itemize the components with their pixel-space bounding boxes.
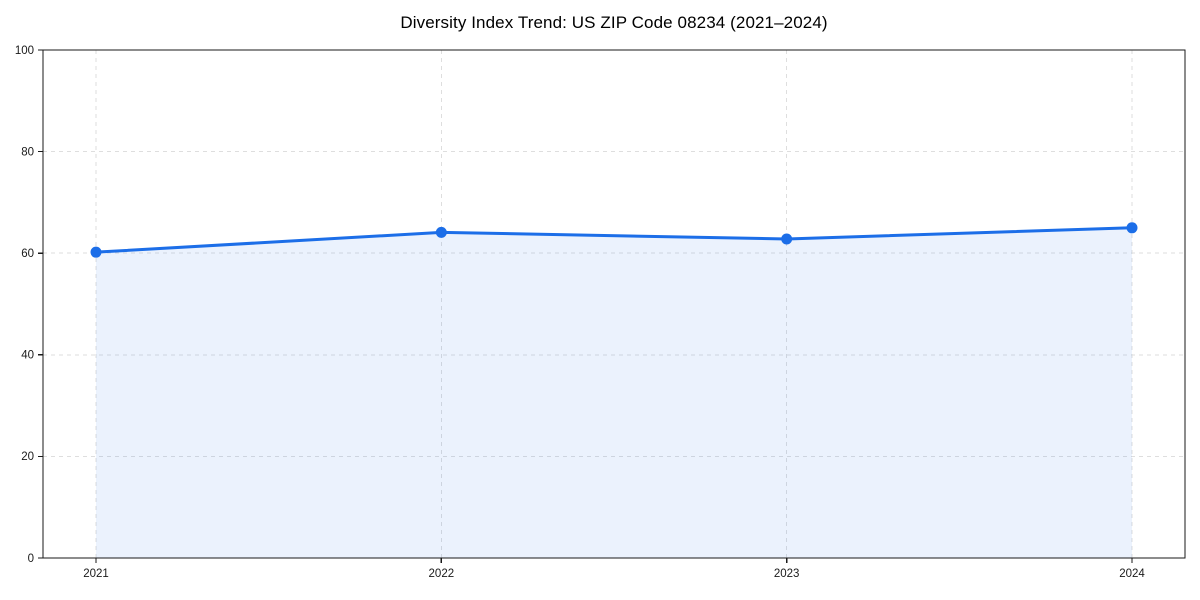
x-tick-label-2022: 2022 — [429, 568, 455, 580]
trend-line — [94, 226, 1134, 254]
area-fill — [96, 227, 1132, 559]
y-tick-label-40: 40 — [21, 350, 34, 362]
y-tick-label-0: 0 — [28, 553, 34, 565]
y-tick-label-80: 80 — [21, 146, 34, 158]
y-tick-label-20: 20 — [21, 451, 34, 463]
y-tick-label-60: 60 — [21, 248, 34, 260]
y-tick-label-100: 100 — [15, 45, 34, 57]
data-point-2024 — [1126, 222, 1138, 234]
x-tick-label-2021: 2021 — [83, 568, 109, 580]
x-tick-label-2024: 2024 — [1119, 568, 1145, 580]
x-tick-label-2023: 2023 — [774, 568, 800, 580]
data-point-2023 — [781, 233, 793, 245]
chart-title: Diversity Index Trend: US ZIP Code 08234… — [400, 13, 828, 32]
data-point-2022 — [435, 226, 447, 238]
plot-spines — [42, 49, 1186, 559]
data-point-2021 — [90, 246, 102, 258]
